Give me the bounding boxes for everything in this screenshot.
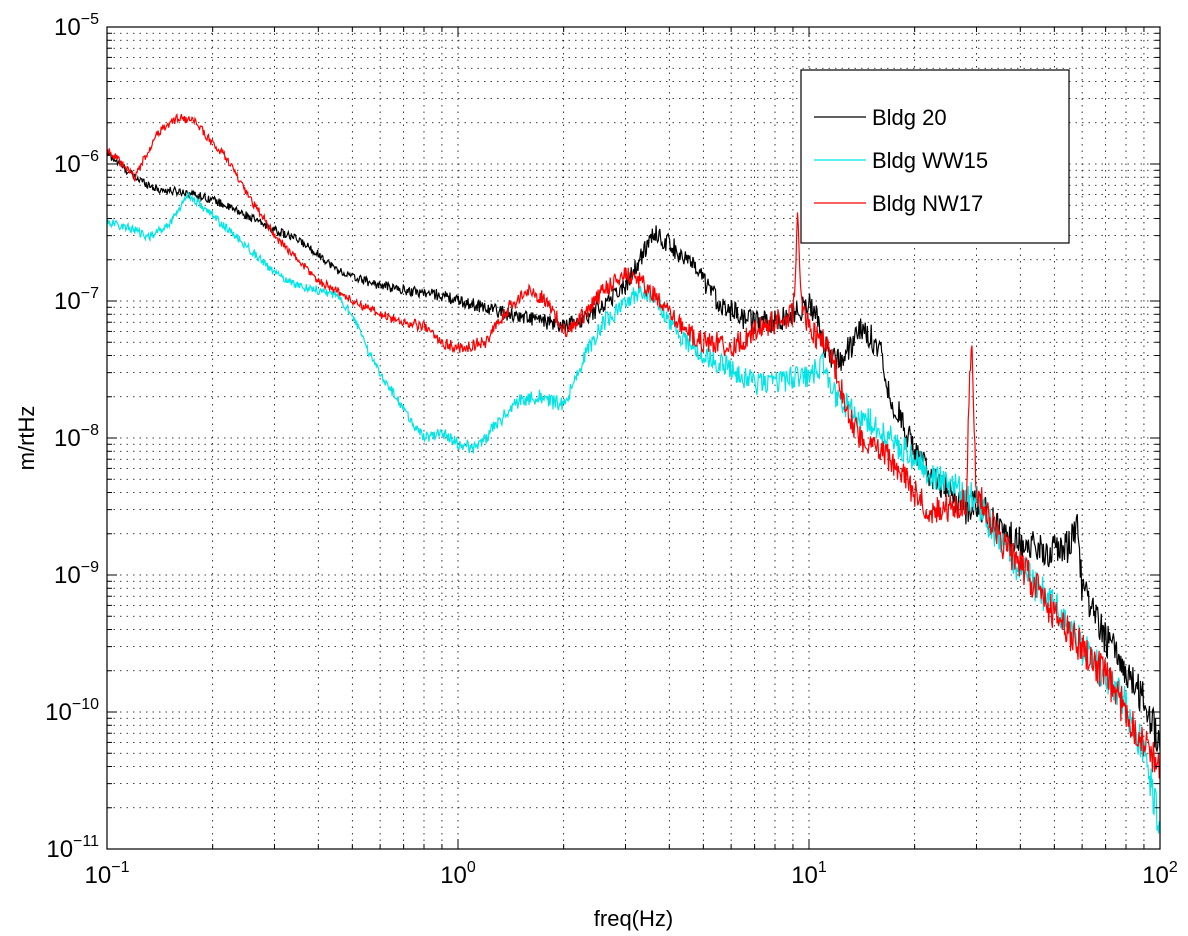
legend-label: Bldg NW17 <box>872 191 983 216</box>
x-tick-label: 10−1 <box>85 859 130 889</box>
y-tick-label: 10−5 <box>54 11 99 41</box>
legend-box <box>800 69 1070 244</box>
y-tick-label-base: 10 <box>54 425 81 452</box>
y-tick-label: 10−6 <box>54 148 99 178</box>
x-tick-label-base: 10 <box>791 862 818 889</box>
y-tick-label-base: 10 <box>46 836 73 863</box>
y-axis-label: m/rtHz <box>14 406 39 471</box>
y-tick-label-base: 10 <box>54 14 81 41</box>
y-tick-label-exponent: −6 <box>81 148 99 165</box>
y-tick-label-exponent: −5 <box>81 11 99 28</box>
x-tick-label: 102 <box>1142 859 1178 889</box>
x-tick-label-base: 10 <box>1142 862 1169 889</box>
y-tick-label: 10−7 <box>54 285 99 315</box>
legend-label: Bldg WW15 <box>872 148 988 173</box>
y-tick-label-base: 10 <box>45 699 72 726</box>
y-tick-label-base: 10 <box>54 151 81 178</box>
legend: Bldg 20 Bldg WW15 Bldg NW17 <box>800 69 1070 244</box>
x-axis-label: freq(Hz) <box>594 906 673 931</box>
y-tick-label: 10−9 <box>54 559 99 589</box>
tick-labels: 10−1 100 101 10210−1110−1010−910−810−710−61… <box>45 11 1178 889</box>
y-tick-label: 10−8 <box>54 422 99 452</box>
y-tick-label-exponent: −9 <box>81 559 99 576</box>
legend-label: Bldg 20 <box>872 105 947 130</box>
series-layer <box>106 113 1161 834</box>
y-tick-label-exponent: −10 <box>72 696 99 713</box>
y-tick-label-base: 10 <box>54 288 81 315</box>
x-tick-label-base: 10 <box>85 862 112 889</box>
y-tick-label: 10−11 <box>46 833 99 863</box>
ticks <box>106 26 1161 850</box>
y-tick-label-exponent: −11 <box>73 833 99 850</box>
x-tick-label: 101 <box>791 859 827 889</box>
y-tick-label-exponent: −7 <box>81 285 99 302</box>
y-tick-label-base: 10 <box>54 562 81 589</box>
x-tick-label: 100 <box>440 859 476 889</box>
x-tick-label-exponent: 1 <box>818 859 827 876</box>
x-tick-label-exponent: 0 <box>467 859 476 876</box>
x-tick-label-base: 10 <box>440 862 467 889</box>
x-tick-label-exponent: 2 <box>1169 859 1178 876</box>
y-tick-label: 10−10 <box>45 696 99 726</box>
x-tick-label-exponent: −1 <box>111 859 129 876</box>
series-line <box>106 113 1161 779</box>
y-tick-label-exponent: −8 <box>81 422 99 439</box>
